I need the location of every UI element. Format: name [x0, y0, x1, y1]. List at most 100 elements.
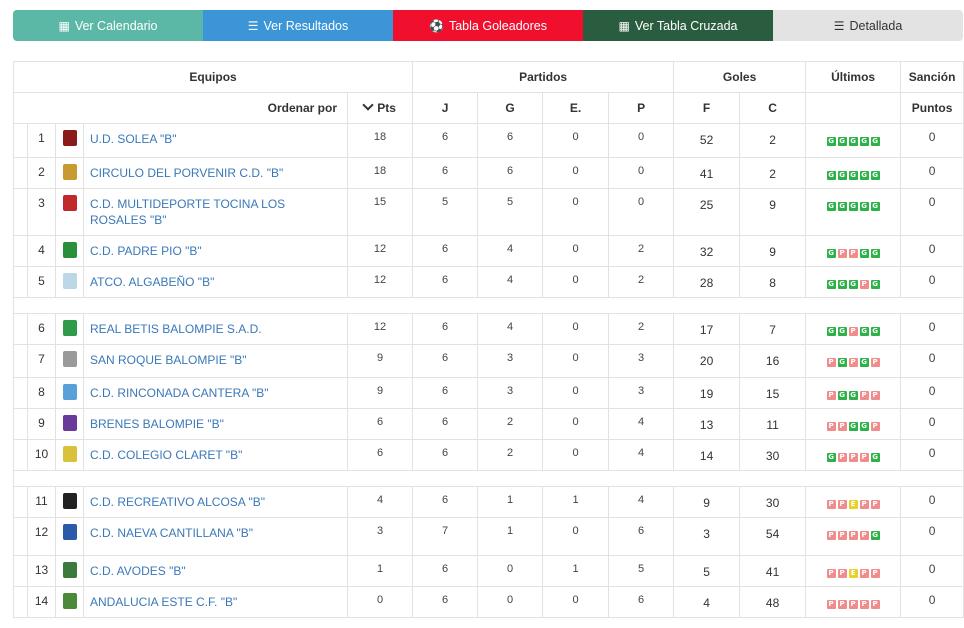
table-row[interactable]: 8 C.D. RINCONADA CANTERA "B" 9 6 3 0 3 19 15 P G G P… [13, 377, 964, 409]
sanction-points: 0 [900, 123, 964, 158]
row-spacer [13, 344, 28, 378]
team-link[interactable]: C.D. PADRE PIO "B" [90, 244, 202, 258]
lost: 4 [608, 408, 675, 440]
team-link[interactable]: BRENES BALOMPIE "B" [90, 417, 224, 431]
team-cell: U.D. SOLEA "B" [83, 123, 348, 158]
sort-pts-button[interactable]: Pts [346, 92, 414, 124]
team-link[interactable]: ANDALUCIA ESTE C.F. "B" [90, 595, 238, 609]
ver-resultados-label: Ver Resultados [263, 18, 349, 33]
goals-for: 52 [673, 123, 741, 158]
team-crest [55, 377, 84, 409]
drawn: 0 [542, 517, 610, 556]
sanction-points: 0 [900, 486, 964, 518]
result-badge: E [848, 500, 858, 510]
team-cell: C.D. NAEVA CANTILLANA "B" [83, 517, 348, 556]
lost: 0 [608, 123, 675, 158]
goals-for: 20 [673, 344, 741, 378]
team-link[interactable]: C.D. MULTIDEPORTE TOCINA LOS ROSALES "B" [90, 197, 286, 227]
team-link[interactable]: C.D. AVODES "B" [90, 564, 186, 578]
table-row[interactable]: 12 C.D. NAEVA CANTILLANA "B" 3 7 1 0 6 3 54 P P P P G… [13, 517, 964, 556]
played: 6 [412, 313, 479, 345]
goals-for: 19 [673, 377, 741, 409]
row-spacer [13, 555, 28, 587]
soccer-ball-icon: ⚽ [429, 18, 444, 33]
sanction-points: 0 [900, 408, 964, 440]
table-row[interactable]: 13 C.D. AVODES "B" 1 6 0 1 5 5 41 P P E P P 0 [13, 555, 964, 587]
table-row[interactable]: 6 REAL BETIS BALOMPIE S.A.D. 12 6 4 0 2 17 7 G G P G… [13, 313, 964, 345]
lost: 6 [608, 517, 675, 556]
team-link[interactable]: REAL BETIS BALOMPIE S.A.D. [90, 322, 262, 336]
table-row[interactable]: 14 ANDALUCIA ESTE C.F. "B" 0 6 0 0 6 4 48 P P P P P 0 [13, 586, 964, 618]
team-link[interactable]: C.D. RECREATIVO ALCOSA "B" [90, 495, 266, 509]
result-badge: E [848, 569, 858, 579]
won: 4 [477, 313, 544, 345]
drawn: 0 [542, 266, 610, 298]
points: 6 [346, 408, 414, 440]
table-row[interactable]: 9 BRENES BALOMPIE "B" 6 6 2 0 4 13 11 P P G G P 0 [13, 408, 964, 440]
result-badge: G [837, 358, 847, 368]
row-spacer [13, 157, 28, 189]
row-spacer [13, 235, 28, 267]
header-goles: Goles [673, 61, 807, 93]
goals-against: 15 [739, 377, 807, 409]
position: 3 [27, 188, 56, 236]
result-badge: P [826, 531, 836, 541]
team-crest-icon [62, 524, 77, 540]
ver-calendario-button[interactable]: ▦ Ver Calendario [13, 10, 203, 41]
goals-against: 2 [739, 157, 807, 189]
table-row[interactable]: 4 C.D. PADRE PIO "B" 12 6 4 0 2 32 9 G P P G G 0 [13, 235, 964, 267]
team-crest-icon [62, 351, 77, 367]
won: 3 [477, 344, 544, 378]
table-row[interactable]: 2 CIRCULO DEL PORVENIR C.D. "B" 18 6 6 0 0 41 2 G… [13, 157, 964, 189]
result-badge: P [859, 280, 869, 290]
detallada-label: Detallada [849, 18, 903, 33]
table-row[interactable]: 10 C.D. COLEGIO CLARET "B" 6 6 2 0 4 14 30 G P P P G 0 [13, 439, 964, 471]
result-badge: P [859, 391, 869, 401]
result-badge: P [859, 569, 869, 579]
team-cell: BRENES BALOMPIE "B" [83, 408, 348, 440]
list-icon: ☰ [247, 18, 259, 33]
calculator-icon: ▦ [618, 18, 630, 33]
team-link[interactable]: CIRCULO DEL PORVENIR C.D. "B" [90, 166, 284, 180]
played: 6 [412, 157, 479, 189]
goals-against: 8 [739, 266, 807, 298]
team-link[interactable]: SAN ROQUE BALOMPIE "B" [90, 353, 247, 367]
team-link[interactable]: U.D. SOLEA "B" [90, 132, 177, 146]
ver-resultados-button[interactable]: ☰ Ver Resultados [203, 10, 393, 41]
result-badge: G [848, 422, 858, 432]
won: 4 [477, 266, 544, 298]
lost: 2 [608, 313, 675, 345]
won: 4 [477, 235, 544, 267]
result-badge: G [826, 327, 836, 337]
points: 3 [346, 517, 414, 556]
position: 12 [27, 517, 56, 556]
goals-for: 17 [673, 313, 741, 345]
table-row[interactable]: 7 SAN ROQUE BALOMPIE "B" 9 6 3 0 3 20 16 P G P G P 0 [13, 344, 964, 378]
drawn: 0 [542, 235, 610, 267]
team-link[interactable]: ATCO. ALGABEÑO "B" [90, 275, 215, 289]
result-badge: G [837, 327, 847, 337]
header-c: C [739, 92, 807, 124]
team-link[interactable]: C.D. NAEVA CANTILLANA "B" [90, 526, 254, 540]
table-row[interactable]: 11 C.D. RECREATIVO ALCOSA "B" 4 6 1 1 4 9 30 P P E P… [13, 486, 964, 518]
result-badge: G [837, 137, 847, 147]
sanction-points: 0 [900, 266, 964, 298]
header-p: P [608, 92, 675, 124]
drawn: 1 [542, 486, 610, 518]
detallada-button[interactable]: ☰ Detallada [773, 10, 963, 41]
played: 6 [412, 486, 479, 518]
tabla-goleadores-button[interactable]: ⚽ Tabla Goleadores [393, 10, 583, 41]
ver-tabla-cruzada-button[interactable]: ▦ Ver Tabla Cruzada [583, 10, 773, 41]
row-spacer [13, 313, 28, 345]
table-row[interactable]: 5 ATCO. ALGABEÑO "B" 12 6 4 0 2 28 8 G G G P G 0 [13, 266, 964, 298]
table-row[interactable]: 3 C.D. MULTIDEPORTE TOCINA LOS ROSALES "B… [13, 188, 964, 236]
table-row[interactable]: 1 U.D. SOLEA "B" 18 6 6 0 0 52 2 G G G G G 0 [13, 123, 964, 158]
team-crest-icon [62, 164, 77, 180]
goals-against: 48 [739, 586, 807, 618]
team-link[interactable]: C.D. COLEGIO CLARET "B" [90, 448, 243, 462]
drawn: 1 [542, 555, 610, 587]
goals-for: 4 [673, 586, 741, 618]
team-link[interactable]: C.D. RINCONADA CANTERA "B" [90, 386, 269, 400]
